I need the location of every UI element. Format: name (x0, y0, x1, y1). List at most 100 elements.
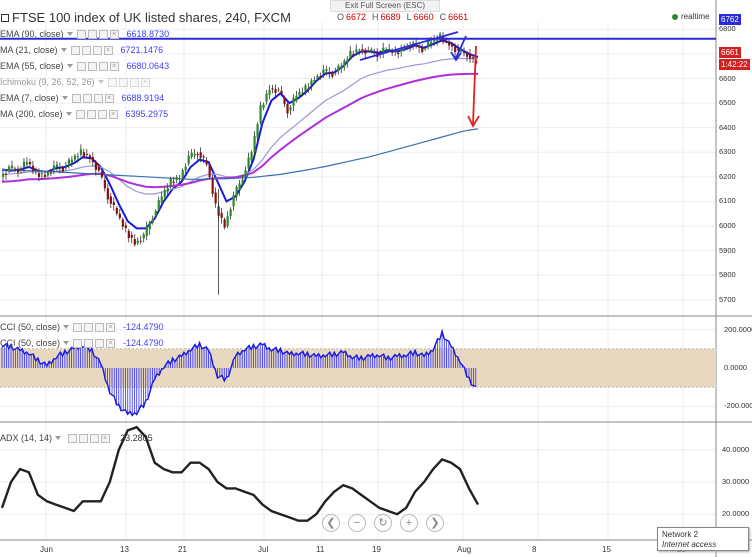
add-icon[interactable] (95, 323, 105, 333)
add-icon[interactable] (89, 434, 99, 444)
settings-icon[interactable] (82, 94, 92, 104)
settings-icon[interactable] (118, 78, 128, 88)
candle-body (76, 156, 80, 158)
add-icon[interactable] (129, 78, 139, 88)
close-icon[interactable]: × (108, 110, 118, 120)
indicator-legend[interactable]: MA (21, close) × 6721.1476 (0, 43, 163, 57)
candle-body (112, 202, 115, 206)
close-icon[interactable]: × (109, 62, 119, 72)
candle-body (220, 212, 223, 218)
chevron-down-icon[interactable] (61, 96, 68, 101)
trendline[interactable] (359, 31, 459, 61)
candle-body (94, 162, 98, 170)
add-icon[interactable] (97, 110, 107, 120)
candle-body (250, 152, 253, 161)
indicator-legend[interactable]: EMA (55, close) × 6680.0643 (0, 59, 169, 73)
time-axis-label: Jun (40, 545, 53, 554)
chevron-down-icon[interactable] (65, 112, 72, 117)
eye-icon[interactable] (76, 62, 86, 72)
chevron-down-icon[interactable] (55, 436, 62, 441)
candle-body (70, 159, 74, 163)
chevron-down-icon[interactable] (97, 80, 104, 85)
indicator-legend[interactable]: EMA (90, close) × 6618.8730 (0, 27, 169, 41)
close-icon[interactable]: × (106, 323, 116, 333)
price-axis-label: 6300 (719, 147, 736, 157)
candle-body (19, 168, 23, 170)
candles (2, 31, 478, 295)
add-icon[interactable] (92, 46, 102, 56)
candle-body (346, 59, 349, 63)
chart-title: FTSE 100 index of UK listed shares, 240,… (0, 10, 291, 25)
scroll-left-icon[interactable]: ❮ (322, 514, 340, 532)
chevron-down-icon[interactable] (66, 64, 73, 69)
reset-icon[interactable]: ↻ (374, 514, 392, 532)
candle-body (208, 164, 211, 177)
eye-icon[interactable] (107, 78, 117, 88)
eye-icon[interactable] (73, 339, 83, 349)
eye-icon[interactable] (73, 323, 83, 333)
adx-axis-label: 20.0000 (722, 509, 750, 519)
settings-icon[interactable] (86, 110, 96, 120)
ohlc-key: O (337, 12, 345, 22)
pane-separators[interactable] (0, 315, 752, 541)
candle-body (367, 50, 370, 52)
eye-icon[interactable] (75, 110, 85, 120)
candle-body (457, 49, 460, 51)
close-icon[interactable]: × (100, 434, 110, 444)
add-icon[interactable] (98, 62, 108, 72)
price-axis-label: 6800 (719, 24, 736, 34)
candle-body (418, 45, 421, 48)
close-icon[interactable]: × (109, 30, 119, 40)
indicator-name: CCI (50, close) (0, 322, 61, 332)
red-arrow[interactable] (472, 45, 477, 125)
annotation-arrows[interactable] (359, 31, 480, 128)
add-icon[interactable] (95, 339, 105, 349)
chevron-down-icon[interactable] (66, 32, 73, 37)
network-status-tooltip: Network 2 Internet access (657, 527, 749, 551)
close-icon[interactable]: × (140, 78, 150, 88)
candle-body (40, 173, 44, 175)
chevron-down-icon[interactable] (63, 325, 70, 330)
candle-body (247, 157, 250, 169)
indicator-legend[interactable]: CCI (50, close) × -124.4790 (0, 336, 164, 350)
candle-body (28, 162, 32, 165)
settings-icon[interactable] (87, 30, 97, 40)
close-icon[interactable]: × (106, 339, 116, 349)
candle-body (241, 179, 244, 184)
indicator-legend[interactable]: Ichimoku (9, 26, 52, 26) × (0, 75, 158, 89)
exit-fullscreen-button[interactable]: Exit Full Screen (ESC) (330, 0, 440, 12)
candle-body (58, 167, 62, 169)
add-icon[interactable] (93, 94, 103, 104)
eye-icon[interactable] (67, 434, 77, 444)
candle-body (226, 216, 229, 226)
eye-icon[interactable] (71, 94, 81, 104)
scroll-right-icon[interactable]: ❯ (426, 514, 444, 532)
close-icon[interactable]: × (103, 46, 113, 56)
indicator-legend[interactable]: CCI (50, close) × -124.4790 (0, 320, 164, 334)
indicator-legend[interactable]: EMA (7, close) × 6688.9194 (0, 91, 164, 105)
eye-icon[interactable] (70, 46, 80, 56)
settings-icon[interactable] (84, 339, 94, 349)
settings-icon[interactable] (81, 46, 91, 56)
settings-icon[interactable] (84, 323, 94, 333)
candle-body (25, 162, 29, 165)
eye-icon[interactable] (76, 30, 86, 40)
close-icon[interactable]: × (104, 94, 114, 104)
chevron-down-icon[interactable] (63, 341, 70, 346)
candle-body (358, 50, 361, 52)
adx-path (0, 425, 480, 522)
blue-arrow[interactable] (455, 35, 467, 59)
time-axis-label: 15 (602, 545, 611, 554)
indicator-name: CCI (50, close) (0, 338, 61, 348)
candle-body (280, 90, 283, 95)
adx-legend[interactable]: ADX (14, 14) × 23.2805 (0, 431, 153, 445)
settings-icon[interactable] (78, 434, 88, 444)
zoom-in-icon[interactable]: + (400, 514, 418, 532)
ma-line (1, 128, 479, 180)
indicator-legend[interactable]: MA (200, close) × 6395.2975 (0, 107, 168, 121)
add-icon[interactable] (98, 30, 108, 40)
candle-body (334, 72, 337, 74)
settings-icon[interactable] (87, 62, 97, 72)
zoom-out-icon[interactable]: − (348, 514, 366, 532)
chevron-down-icon[interactable] (60, 48, 67, 53)
